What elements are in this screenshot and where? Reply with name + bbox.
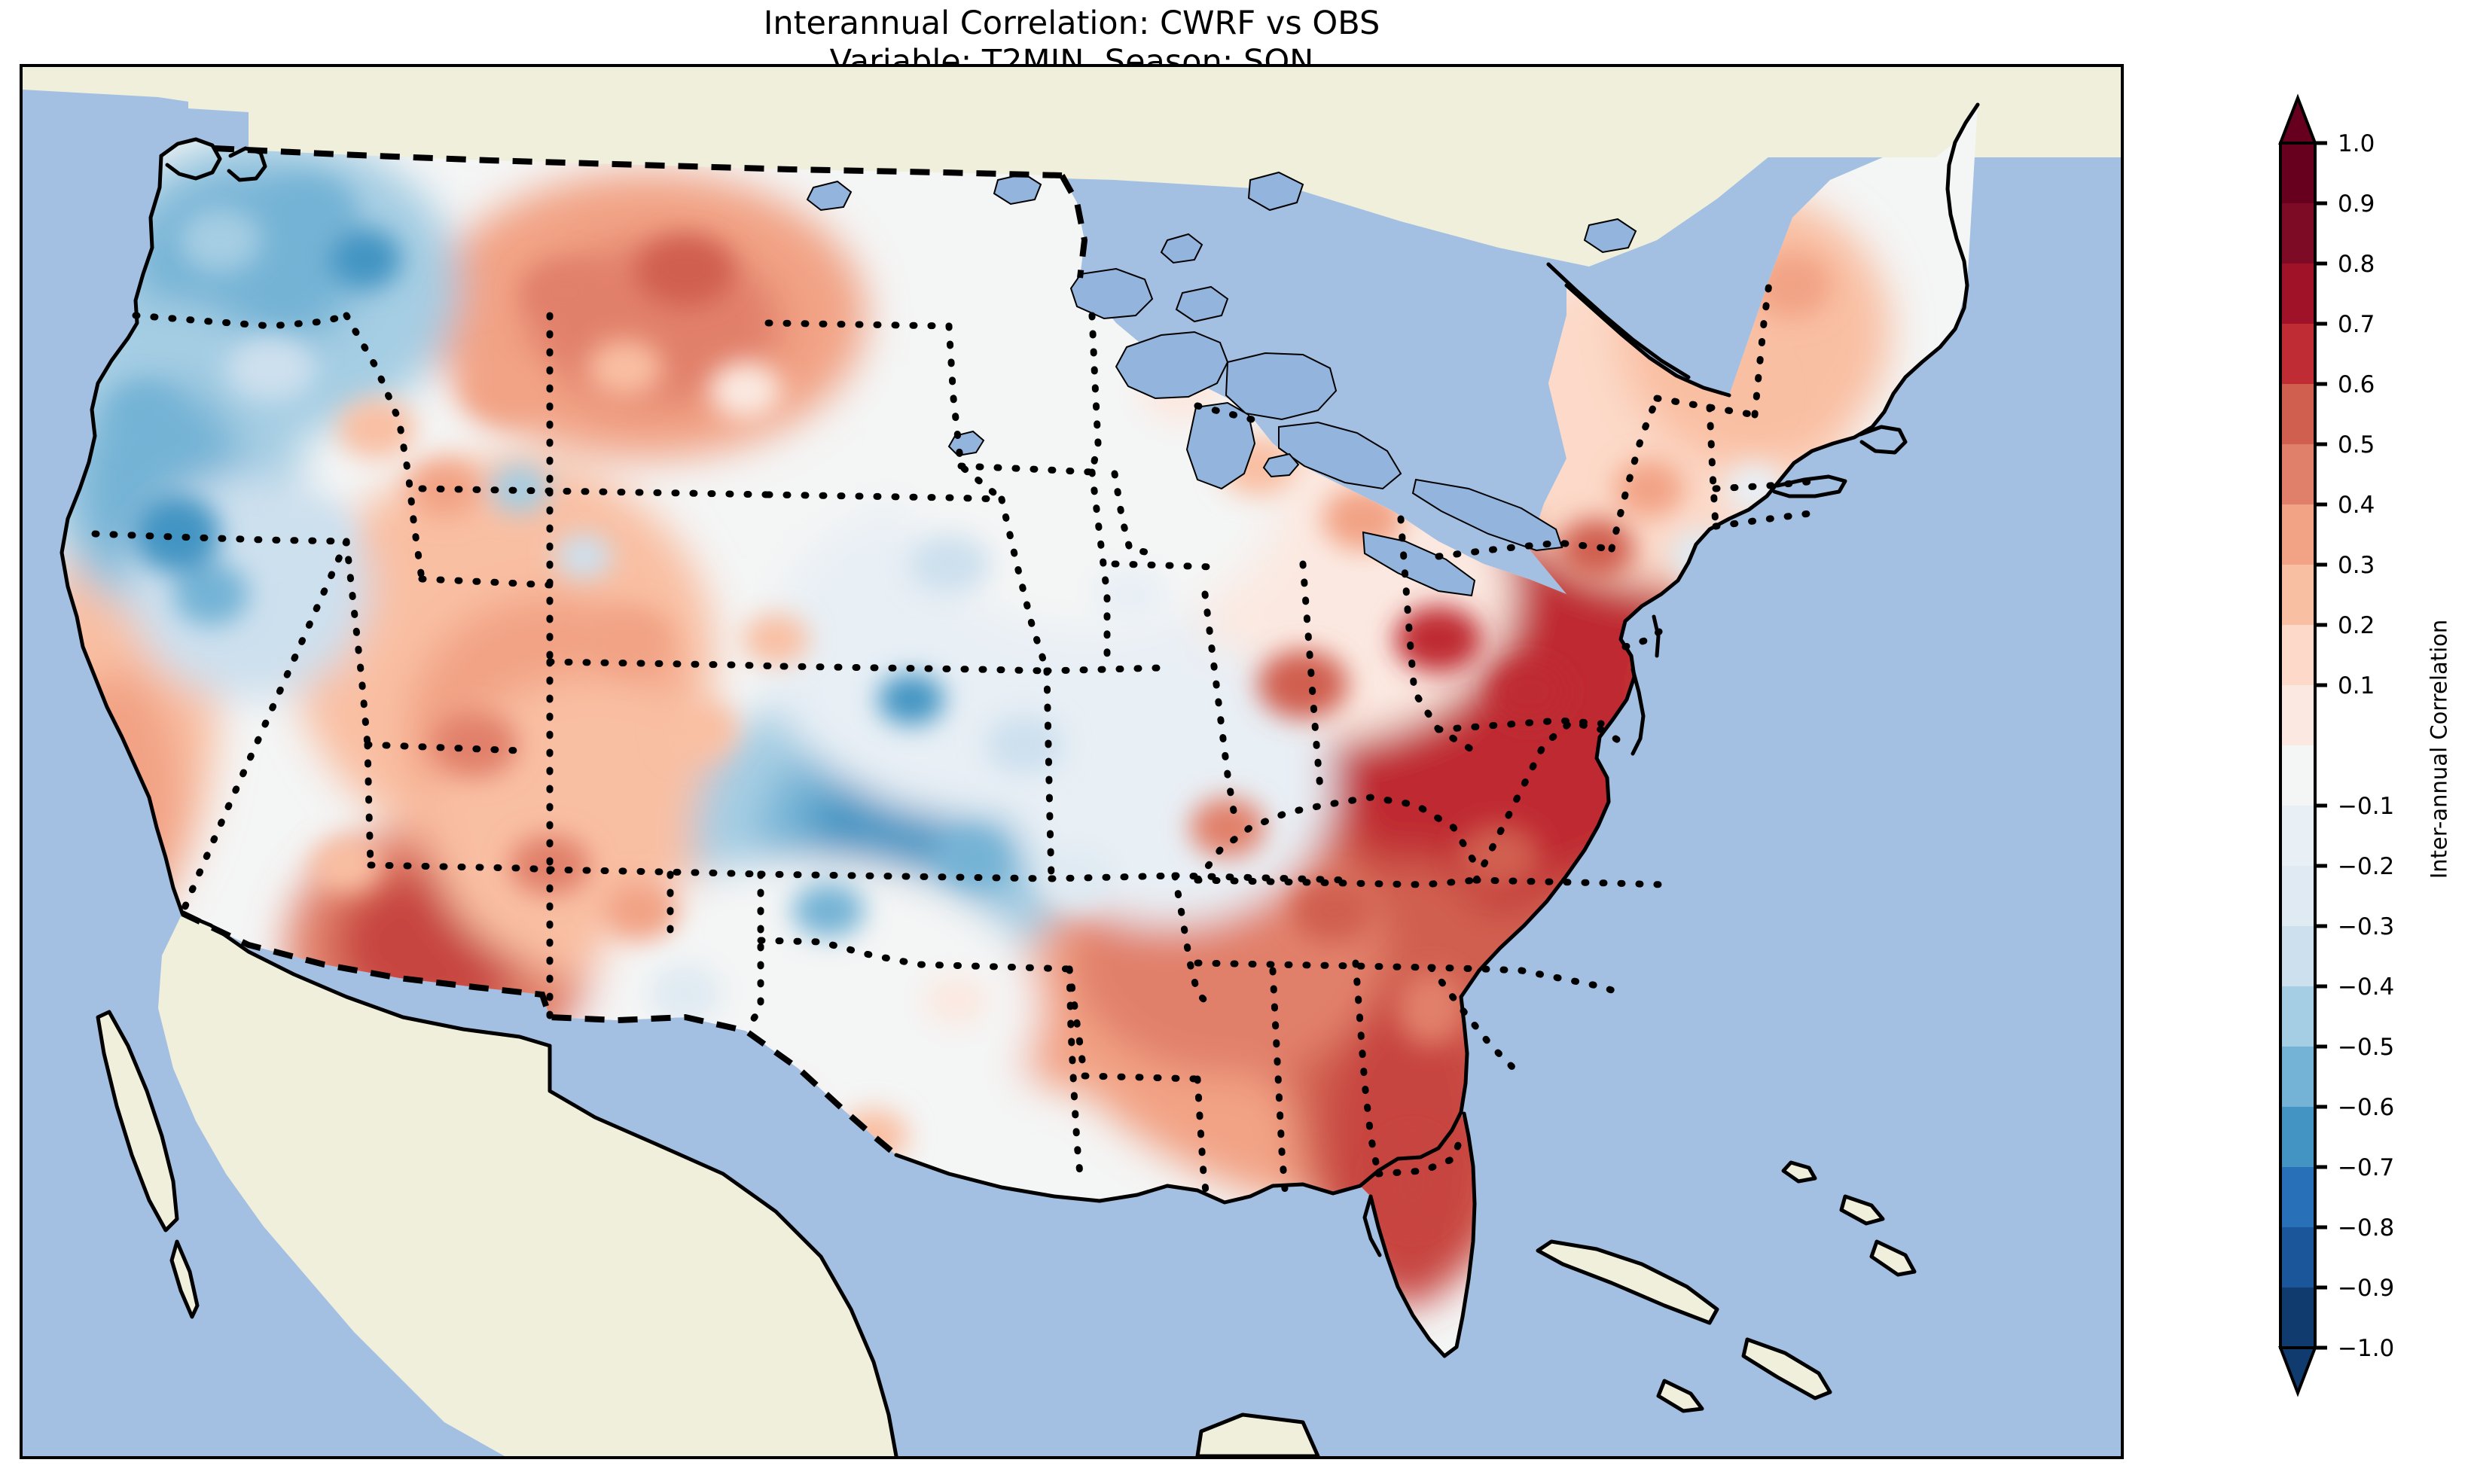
land-mask-layer — [23, 67, 2121, 1456]
colorbar-tick-label: −0.1 — [2338, 793, 2394, 820]
colorbar-tick-label: 0.1 — [2338, 672, 2375, 699]
lakes-layer — [806, 171, 1637, 597]
colorbar-band — [2280, 384, 2315, 445]
colorbar-tick-label: 1.0 — [2338, 130, 2375, 157]
colorbar-tick-label: −0.3 — [2338, 913, 2394, 940]
colorbar-tick-label: 0.5 — [2338, 431, 2375, 459]
colorbar-outline — [2279, 142, 2317, 1349]
colorbar-band — [2280, 264, 2315, 325]
colorbar-band — [2280, 986, 2315, 1047]
colorbar-band — [2280, 504, 2315, 565]
colorbar-band — [2280, 685, 2315, 746]
colorbar: 1.0 0.9 0.8 0.7 0.6 0.5 0.4 0.3 0.2 0.1 −0.1 −0.2 −0… — [2278, 93, 2394, 1397]
colorbar-tick-label: −1.0 — [2338, 1335, 2394, 1362]
colorbar-band — [2280, 866, 2315, 927]
colorbar-band — [2280, 1167, 2315, 1228]
colorbar-ticks: 1.0 0.9 0.8 0.7 0.6 0.5 0.4 0.3 0.2 0.1 −0.1 −0.2 −0… — [2315, 130, 2394, 1362]
colorbar-extend-min — [2278, 1346, 2317, 1397]
colorbar-svg: 1.0 0.9 0.8 0.7 0.6 0.5 0.4 0.3 0.2 0.1 −0.1 −0.2 −0… — [2278, 93, 2394, 1397]
colorbar-tick-label: 0.2 — [2338, 612, 2375, 639]
colorbar-tick-label: 0.6 — [2338, 371, 2375, 398]
colorbar-band — [2280, 1227, 2315, 1288]
title-line-1: Interannual Correlation: CWRF vs OBS — [763, 5, 1380, 42]
colorbar-band — [2280, 444, 2315, 505]
colorbar-tick-label: 0.9 — [2338, 190, 2375, 218]
colorbar-tick-label: 0.8 — [2338, 251, 2375, 278]
colorbar-axis-label-text: Inter-annual Correlation — [2426, 619, 2452, 879]
coastline-layer — [59, 102, 1980, 1456]
colorbar-tick-label: 0.7 — [2338, 311, 2375, 338]
colorbar-swatches — [2278, 93, 2317, 1397]
colorbar-band — [2280, 565, 2315, 626]
colorbar-band — [2280, 324, 2315, 385]
colorbar-tick-label: −0.5 — [2338, 1034, 2394, 1061]
colorbar-tick-label: −0.8 — [2338, 1214, 2394, 1242]
colorbar-tick-label: −0.4 — [2338, 974, 2394, 1001]
colorbar-tick-label: −0.7 — [2338, 1154, 2394, 1181]
colorbar-band — [2280, 806, 2315, 867]
country-border-layer — [181, 145, 1088, 1158]
colorbar-band — [2280, 203, 2315, 264]
colorbar-tick-label: −0.9 — [2338, 1275, 2394, 1302]
colorbar-extend-max — [2278, 93, 2317, 145]
colorbar-band — [2280, 745, 2315, 806]
colorbar-tick-label: −0.6 — [2338, 1094, 2394, 1121]
map-panel — [20, 64, 2124, 1459]
colorbar-band — [2280, 625, 2315, 686]
colorbar-tick-label: −0.2 — [2338, 853, 2394, 880]
colorbar-band — [2280, 1287, 2315, 1348]
colorbar-axis-label: Inter-annual Correlation — [2422, 113, 2455, 1385]
state-border-layer — [91, 274, 1819, 1200]
colorbar-band — [2280, 1047, 2315, 1108]
colorbar-band — [2280, 143, 2315, 204]
colorbar-band — [2280, 926, 2315, 987]
correlation-map — [23, 67, 2121, 1456]
colorbar-tick-label: 0.4 — [2338, 492, 2375, 519]
colorbar-tick-label: 0.3 — [2338, 552, 2375, 579]
colorbar-band — [2280, 1107, 2315, 1168]
